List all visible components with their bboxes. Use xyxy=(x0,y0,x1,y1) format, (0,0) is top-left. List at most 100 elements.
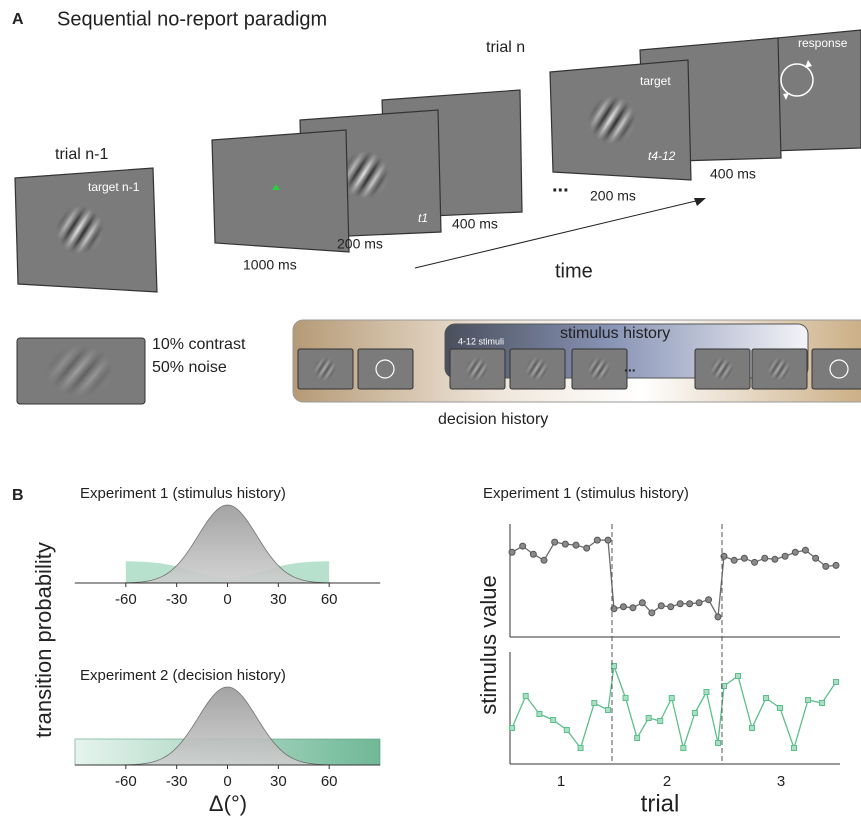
point xyxy=(508,548,516,556)
distributions: Experiment 1 (stimulus history) -60 -30 0 30… xyxy=(74,485,381,790)
time-arrow xyxy=(414,199,701,269)
trial-label: trial n-1 xyxy=(55,146,108,163)
screen-text: target xyxy=(640,74,671,88)
gabor xyxy=(313,357,337,381)
point xyxy=(572,541,580,549)
band-label: decision history xyxy=(438,411,548,428)
x-axis-label: Δ(°) xyxy=(209,791,247,816)
x-tick-label: 60 xyxy=(321,773,338,790)
series-line xyxy=(511,665,837,751)
point xyxy=(668,695,675,701)
gaussian xyxy=(74,504,381,584)
point xyxy=(680,745,687,751)
duration: 200 ms xyxy=(590,188,636,204)
ellipsis: ... xyxy=(624,359,636,375)
point xyxy=(691,710,698,716)
point xyxy=(657,718,664,724)
y-axis-label: stimulus value xyxy=(476,575,501,714)
point xyxy=(622,695,629,701)
point xyxy=(791,745,797,751)
x-tick-label: -60 xyxy=(115,773,137,790)
response-arrow xyxy=(783,93,789,100)
point xyxy=(715,740,721,746)
point xyxy=(583,544,591,552)
point xyxy=(801,546,809,554)
point xyxy=(551,538,559,546)
x-tick-label: 30 xyxy=(270,773,287,790)
response-ring xyxy=(375,359,395,379)
x-tick-label: 30 xyxy=(270,591,287,608)
point xyxy=(777,705,783,711)
point xyxy=(638,599,646,607)
series-line xyxy=(511,539,837,620)
point xyxy=(812,554,820,562)
point xyxy=(832,561,840,569)
point xyxy=(540,556,548,564)
time-label: time xyxy=(555,260,593,282)
x-tick-label: 0 xyxy=(223,591,231,608)
point xyxy=(519,542,527,550)
point xyxy=(676,600,684,608)
point xyxy=(522,693,529,699)
point xyxy=(619,603,627,611)
gabor xyxy=(341,151,389,199)
point xyxy=(686,600,694,608)
point xyxy=(604,536,612,544)
point xyxy=(822,562,830,570)
thumbnails xyxy=(297,348,861,390)
chart-title: Experiment 1 (stimulus history) xyxy=(80,485,286,502)
x-tick-label: -60 xyxy=(115,591,137,608)
point xyxy=(577,745,584,751)
screen-text: target n-1 xyxy=(88,180,140,194)
point xyxy=(833,679,839,685)
point xyxy=(705,596,713,604)
point xyxy=(761,554,769,562)
gabor xyxy=(767,357,791,381)
point xyxy=(703,689,710,695)
response-ring xyxy=(829,359,849,379)
gabor xyxy=(588,96,636,144)
point xyxy=(730,556,738,564)
point xyxy=(714,613,722,621)
gabor xyxy=(465,357,489,381)
point xyxy=(550,717,557,723)
ellipsis: ... xyxy=(552,174,569,196)
screen-text: t4-12 xyxy=(648,149,676,163)
contrast-label: 10% contrast xyxy=(152,336,246,353)
point xyxy=(751,558,759,566)
x-tick-label: 0 xyxy=(223,773,231,790)
point xyxy=(735,673,741,679)
x-tick-label: 3 xyxy=(777,773,785,790)
chart-title: Experiment 1 (stimulus history) xyxy=(483,485,689,502)
noise-label: 50% noise xyxy=(152,359,227,376)
screen-text: response xyxy=(798,36,848,50)
thumbnail xyxy=(357,348,414,390)
screen-text: t1 xyxy=(418,211,428,225)
gabor xyxy=(56,206,104,254)
panel-label: B xyxy=(12,487,24,504)
band-label: stimulus history xyxy=(560,325,670,342)
point xyxy=(645,715,652,721)
point xyxy=(657,602,665,610)
thumbnail xyxy=(811,348,861,390)
point xyxy=(509,725,515,731)
arrow-head xyxy=(694,198,706,206)
response-arrow xyxy=(805,60,812,68)
point xyxy=(611,663,617,669)
duration: 400 ms xyxy=(710,166,756,182)
panel-label: A xyxy=(12,11,24,28)
duration: 1000 ms xyxy=(243,257,297,273)
x-tick-label: 1 xyxy=(557,773,565,790)
point xyxy=(529,550,537,558)
point xyxy=(749,725,755,731)
gabor xyxy=(46,345,114,397)
point xyxy=(629,604,637,612)
x-tick-label: -30 xyxy=(166,773,188,790)
point xyxy=(819,700,825,706)
trial-label: trial n xyxy=(486,39,525,56)
point xyxy=(536,711,543,717)
point xyxy=(648,609,656,617)
panel-title: Sequential no-report paradigm xyxy=(57,8,327,30)
x-axis-label: trial xyxy=(641,790,680,817)
point xyxy=(634,735,641,741)
